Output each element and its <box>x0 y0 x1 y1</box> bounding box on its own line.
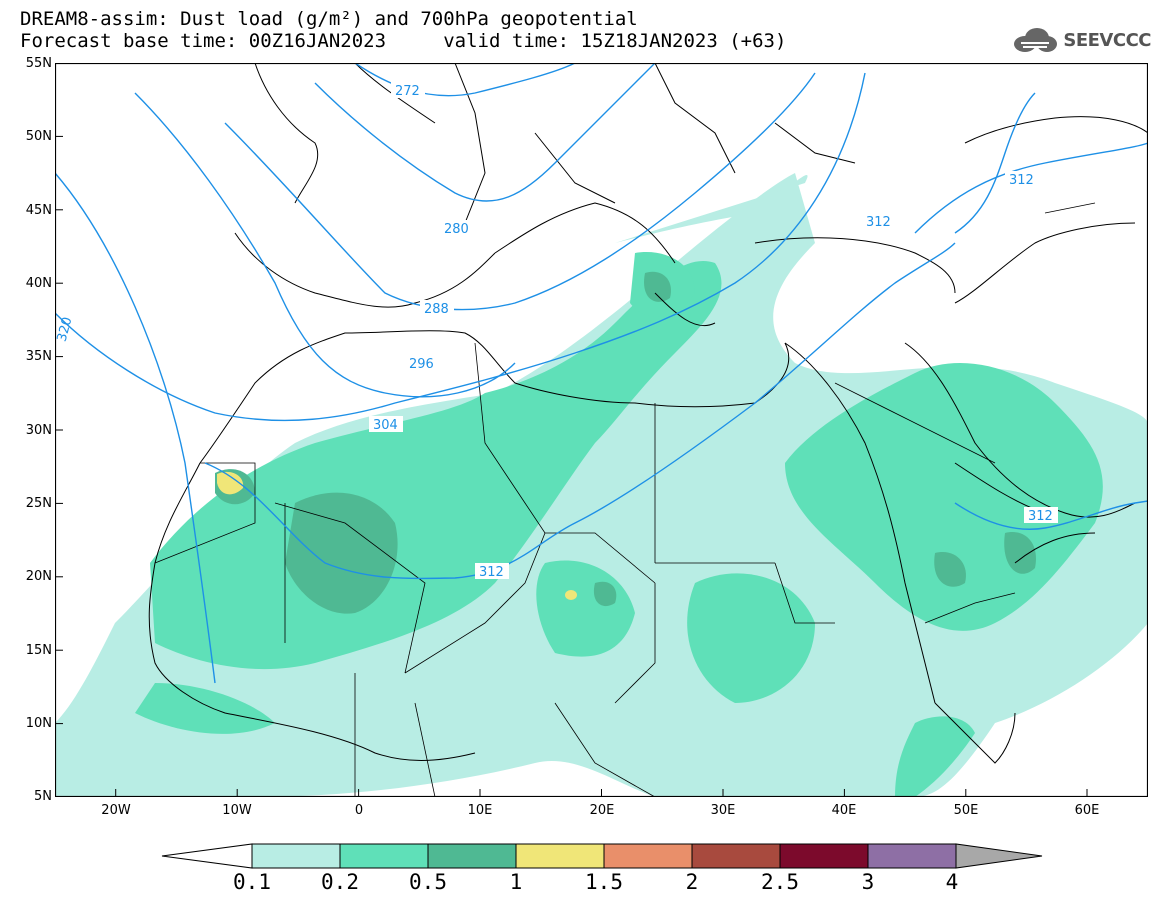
lon-label-60e: 60E <box>1074 803 1100 818</box>
contour-label-304: 304 <box>373 418 398 433</box>
coastlines <box>148 63 1148 764</box>
colorbar <box>161 843 1043 869</box>
colorbar-label-1: 1 <box>509 870 523 894</box>
colorbar-bin-0.5 <box>427 843 517 869</box>
lon-label-40e: 40E <box>831 803 857 818</box>
lat-label-5n: 5N <box>34 789 52 804</box>
lat-label-20n: 20N <box>25 569 52 584</box>
logo-text: SEEVCCC <box>1063 29 1151 51</box>
map-subtitle: Forecast base time: 00Z16JAN2023 valid t… <box>20 30 787 52</box>
colorbar-bin-2.5 <box>779 843 869 869</box>
geopotential-contours <box>55 63 1148 684</box>
colorbar-label-2.5: 2.5 <box>761 870 799 894</box>
contour-label-272: 272 <box>395 84 420 99</box>
lat-label-50n: 50N <box>25 129 52 144</box>
lon-label-20e: 20E <box>589 803 615 818</box>
colorbar-min-arrow <box>161 843 253 869</box>
axis-ticks <box>55 63 1088 797</box>
colorbar-label-0.5: 0.5 <box>409 870 447 894</box>
dust-map: 272 280 288 296 304 312 312 312 312 320 <box>55 63 1148 797</box>
contour-label-312-c: 312 <box>1009 173 1034 188</box>
contour-labels: 272 280 288 296 304 312 312 312 312 320 <box>55 82 1058 580</box>
contour-label-320: 320 <box>55 316 76 344</box>
lat-label-10n: 10N <box>25 716 52 731</box>
lon-label-20w: 20W <box>101 803 131 818</box>
lat-label-40n: 40N <box>25 276 52 291</box>
political-borders <box>154 202 1096 797</box>
lat-label-25n: 25N <box>25 496 52 511</box>
lat-label-30n: 30N <box>25 423 52 438</box>
colorbar-bin-3 <box>867 843 957 869</box>
lat-label-15n: 15N <box>25 643 52 658</box>
lat-label-45n: 45N <box>25 203 52 218</box>
contour-label-312-b: 312 <box>866 215 891 230</box>
colorbar-bin-0.2 <box>339 843 429 869</box>
contour-label-312-d: 312 <box>1028 509 1053 524</box>
colorbar-bin-0.1 <box>251 843 341 869</box>
colorbar-bin-1.5 <box>603 843 693 869</box>
colorbar-max-arrow <box>955 843 1043 869</box>
colorbar-label-2: 2 <box>685 870 699 894</box>
colorbar-bin-2 <box>691 843 781 869</box>
lat-label-55n: 55N <box>25 56 52 71</box>
lon-label-10w: 10W <box>222 803 252 818</box>
lat-label-35n: 35N <box>25 349 52 364</box>
contour-label-280: 280 <box>444 222 469 237</box>
dust-layer-peak <box>217 471 577 600</box>
contour-label-296: 296 <box>409 357 434 372</box>
colorbar-label-1.5: 1.5 <box>585 870 623 894</box>
lon-label-0: 0 <box>354 803 364 818</box>
lon-label-30e: 30E <box>710 803 736 818</box>
colorbar-bin-1 <box>515 843 605 869</box>
cloud-icon <box>1014 28 1058 52</box>
lon-label-10e: 10E <box>467 803 493 818</box>
contour-label-288: 288 <box>424 302 449 317</box>
colorbar-label-3: 3 <box>861 870 875 894</box>
map-title: DREAM8-assim: Dust load (g/m²) and 700hP… <box>20 8 638 30</box>
colorbar-label-0.1: 0.1 <box>233 870 271 894</box>
colorbar-label-0.2: 0.2 <box>321 870 359 894</box>
colorbar-label-4: 4 <box>945 870 959 894</box>
lon-label-50e: 50E <box>953 803 979 818</box>
seevccc-logo: SEEVCCC <box>1011 26 1151 54</box>
contour-label-312-a: 312 <box>479 565 504 580</box>
